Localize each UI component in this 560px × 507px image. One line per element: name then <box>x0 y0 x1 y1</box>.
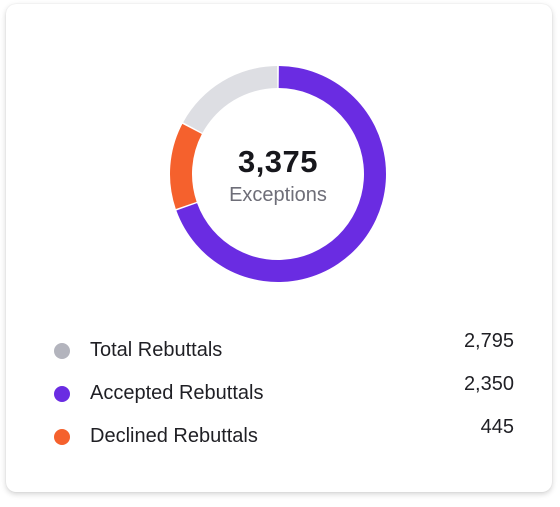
legend-label: Accepted Rebuttals <box>90 382 264 404</box>
legend-dot-icon <box>54 343 70 359</box>
legend-item-declined-rebuttals: Declined Rebuttals 445 <box>54 416 514 450</box>
legend-item-accepted-rebuttals: Accepted Rebuttals 2,350 <box>54 373 514 407</box>
donut-chart: 3,375 Exceptions <box>166 62 390 286</box>
legend-label: Declined Rebuttals <box>90 425 258 447</box>
legend-item-total-rebuttals: Total Rebuttals 2,795 <box>54 330 514 364</box>
center-value: 3,375 <box>237 144 319 179</box>
legend-value: 2,350 <box>463 373 514 395</box>
center-label: Exceptions <box>229 184 327 206</box>
legend: Total Rebuttals 2,795 Accepted Rebuttals… <box>6 4 552 492</box>
donut-slice-remaining <box>183 66 278 133</box>
donut-slice-declined-rebuttals <box>170 123 202 209</box>
legend-dot-icon <box>54 386 70 402</box>
legend-dot-icon <box>54 429 70 445</box>
donut-svg <box>170 66 386 283</box>
legend-label: Total Rebuttals <box>90 339 223 361</box>
legend-value: 445 <box>480 416 514 438</box>
legend-value: 2,795 <box>463 330 514 352</box>
exceptions-card: 3,375 Exceptions Total Rebuttals 2,795 A… <box>6 4 552 492</box>
